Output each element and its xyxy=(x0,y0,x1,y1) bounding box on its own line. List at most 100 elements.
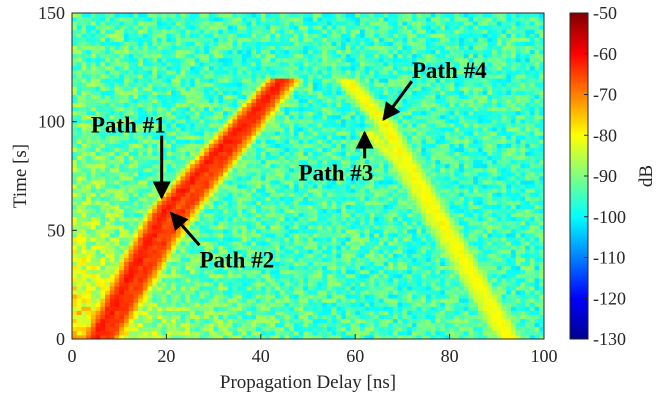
heatmap-cell xyxy=(341,147,347,152)
heatmap-cell xyxy=(237,220,243,226)
heatmap-cell xyxy=(529,257,535,262)
heatmap-cell xyxy=(482,249,488,254)
heatmap-cell xyxy=(388,208,394,214)
heatmap-cell xyxy=(378,208,384,214)
heatmap-cell xyxy=(529,261,535,267)
heatmap-cell xyxy=(402,220,408,226)
heatmap-cell xyxy=(208,306,214,311)
heatmap-cell xyxy=(525,286,531,291)
heatmap-cell xyxy=(260,180,266,185)
heatmap-cell xyxy=(109,155,115,161)
heatmap-cell xyxy=(341,224,347,230)
heatmap-cell xyxy=(454,135,460,140)
heatmap-cell xyxy=(133,249,139,254)
heatmap-cell xyxy=(492,212,498,218)
heatmap-cell xyxy=(501,294,507,299)
heatmap-cell xyxy=(506,310,512,315)
heatmap-cell xyxy=(374,318,380,324)
heatmap-cell xyxy=(473,147,479,152)
heatmap-cell xyxy=(383,228,389,234)
heatmap-cell xyxy=(251,176,257,181)
heatmap-cell xyxy=(411,196,417,201)
heatmap-cell xyxy=(208,253,214,258)
heatmap-cell xyxy=(407,249,413,254)
heatmap-cell xyxy=(317,171,323,177)
heatmap-cell xyxy=(392,261,399,267)
heatmap-cell xyxy=(350,192,356,197)
heatmap-cell xyxy=(350,245,356,250)
heatmap-cell xyxy=(496,135,502,140)
heatmap-cell xyxy=(534,171,540,177)
heatmap-cell xyxy=(322,290,328,295)
heatmap-cell xyxy=(482,139,488,144)
heatmap-cell xyxy=(345,155,351,161)
heatmap-cell xyxy=(218,147,224,152)
heatmap-cell xyxy=(251,228,257,234)
heatmap-cell xyxy=(260,269,266,275)
heatmap-cell xyxy=(383,277,389,283)
heatmap-cell xyxy=(341,269,347,275)
heatmap-cell xyxy=(199,228,205,234)
heatmap-cell xyxy=(383,302,389,307)
heatmap-cell xyxy=(133,245,139,250)
heatmap-cell xyxy=(274,286,281,291)
heatmap-cell xyxy=(171,233,177,238)
heatmap-cell xyxy=(515,330,521,336)
heatmap-cell xyxy=(175,306,181,311)
heatmap-cell xyxy=(506,155,512,161)
heatmap-cell xyxy=(359,245,366,250)
heatmap-cell xyxy=(345,196,351,201)
heatmap-cell xyxy=(449,302,455,307)
heatmap-cell xyxy=(123,147,130,152)
heatmap-cell xyxy=(152,233,158,238)
heatmap-cell xyxy=(161,233,167,238)
heatmap-cell xyxy=(444,298,450,303)
heatmap-cell xyxy=(241,326,248,332)
heatmap-cell xyxy=(435,277,441,283)
heatmap-cell xyxy=(270,253,276,258)
heatmap-cell xyxy=(506,184,512,189)
heatmap-cell xyxy=(152,290,158,295)
heatmap-cell xyxy=(237,147,243,152)
heatmap-cell xyxy=(284,314,290,320)
heatmap-cell xyxy=(308,273,314,279)
heatmap-cell xyxy=(279,330,285,336)
heatmap-cell xyxy=(76,135,82,140)
heatmap-cell xyxy=(449,196,455,201)
heatmap-cell xyxy=(95,188,101,193)
heatmap-cell xyxy=(208,135,214,140)
heatmap-cell xyxy=(501,228,507,234)
heatmap-cell xyxy=(388,167,394,173)
heatmap-cell xyxy=(293,167,299,173)
heatmap-cell xyxy=(265,171,271,177)
heatmap-cell xyxy=(364,192,370,197)
heatmap-cell xyxy=(407,184,413,189)
heatmap-cell xyxy=(468,245,474,250)
heatmap-cell xyxy=(444,188,450,193)
heatmap-cell xyxy=(355,322,361,328)
heatmap-cell xyxy=(496,330,502,336)
heatmap-cell xyxy=(449,167,455,173)
heatmap-cell xyxy=(208,147,214,152)
heatmap-cell xyxy=(119,188,125,193)
heatmap-cell xyxy=(501,245,507,250)
heatmap-cell xyxy=(359,159,366,165)
heatmap-cell xyxy=(454,322,460,328)
heatmap-cell xyxy=(444,163,450,169)
heatmap-cell xyxy=(510,330,517,336)
heatmap-cell xyxy=(190,245,196,250)
heatmap-cell xyxy=(86,147,92,152)
heatmap-cell xyxy=(506,330,512,336)
heatmap-cell xyxy=(416,135,422,140)
heatmap-cell xyxy=(218,171,224,177)
heatmap-cell xyxy=(81,310,87,315)
heatmap-cell xyxy=(341,322,347,328)
heatmap-cell xyxy=(241,208,248,214)
heatmap-cell xyxy=(256,249,262,254)
heatmap-cell xyxy=(492,151,498,157)
heatmap-cell xyxy=(336,265,342,271)
heatmap-cell xyxy=(496,294,502,299)
heatmap-cell xyxy=(421,281,427,287)
heatmap-cell xyxy=(161,220,167,226)
heatmap-cell xyxy=(180,290,186,295)
